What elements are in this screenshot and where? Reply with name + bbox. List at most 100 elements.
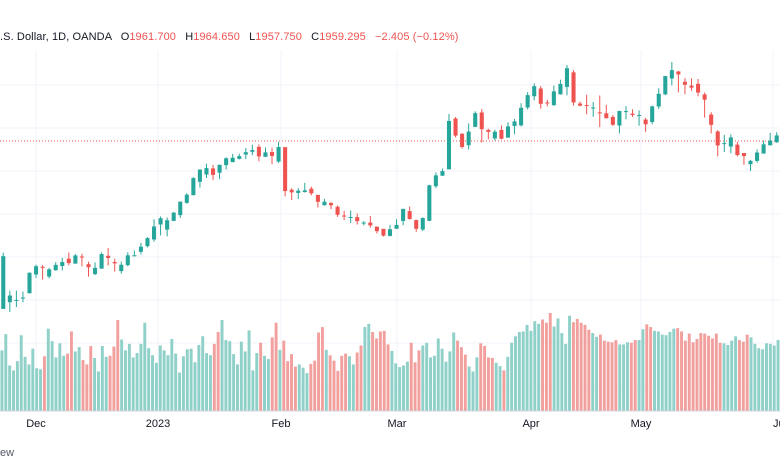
volume-bar: [552, 326, 556, 411]
volume-bar: [355, 352, 359, 411]
candle-body: [604, 113, 609, 119]
candle: [525, 92, 530, 110]
candle-body: [256, 146, 261, 157]
volume-bar: [718, 342, 722, 411]
candle: [460, 133, 465, 149]
candle: [512, 118, 517, 135]
volume-bar: [753, 343, 757, 411]
candle-body: [14, 299, 19, 301]
candle-body: [328, 202, 334, 206]
candle-body: [768, 140, 773, 146]
candle-body: [93, 267, 98, 275]
volume-bar: [525, 324, 529, 411]
volume-bar: [236, 364, 239, 411]
volume-bar: [31, 348, 35, 411]
candle: [610, 114, 615, 126]
candle: [165, 217, 170, 237]
time-axis-tick-label: Dec: [26, 418, 46, 430]
volume-bar: [490, 357, 494, 411]
volume-bar: [19, 335, 23, 411]
volume-bar: [579, 322, 583, 411]
volume-bar: [660, 334, 664, 411]
volume-bar: [494, 362, 498, 411]
candle: [755, 149, 760, 163]
volume-bar: [745, 334, 749, 411]
volume-bar: [564, 343, 568, 411]
candle-body: [53, 264, 58, 271]
candle: [289, 188, 294, 201]
candle-body: [276, 147, 281, 162]
volume-bar: [413, 362, 417, 411]
volume-bar: [363, 327, 367, 411]
volume-bars: [0, 313, 780, 411]
volume-bar: [479, 343, 483, 411]
candle: [696, 78, 701, 97]
volume-bar: [687, 333, 691, 411]
candle: [204, 163, 209, 178]
volume-bar: [174, 353, 178, 411]
candle: [663, 75, 668, 96]
candle: [93, 262, 98, 276]
volume-bar: [286, 361, 290, 411]
volume-bar: [205, 353, 209, 411]
candle: [545, 99, 550, 107]
candle: [361, 221, 366, 226]
volume-bar: [699, 333, 703, 411]
candle-body: [368, 222, 373, 226]
volume-bar: [135, 353, 139, 411]
candle: [479, 109, 484, 143]
volume-bar: [66, 353, 70, 411]
candle: [309, 186, 314, 196]
candle: [1, 252, 6, 309]
candle: [427, 184, 432, 222]
candle-body: [597, 112, 602, 114]
candle: [558, 79, 563, 95]
candle-body: [138, 246, 143, 252]
volume-bar: [390, 350, 394, 411]
volume-bar: [317, 332, 321, 411]
candle-body: [584, 104, 589, 106]
candle: [237, 153, 242, 160]
candle: [446, 114, 452, 170]
candle: [401, 208, 406, 226]
volume-bar: [124, 350, 127, 411]
candle-body: [571, 72, 576, 103]
volume-bar: [259, 342, 263, 411]
volume-bar: [448, 351, 452, 411]
volume-bar: [537, 323, 541, 411]
candle: [584, 94, 589, 115]
volume-bar: [421, 345, 425, 411]
volume-bar: [120, 339, 124, 411]
candle: [119, 261, 124, 274]
volume-bar: [571, 322, 575, 411]
volume-bar: [560, 333, 564, 411]
volume-bar: [757, 348, 761, 411]
volume-bar: [548, 313, 552, 411]
candle: [604, 104, 609, 119]
volume-bar: [73, 351, 77, 411]
volume-bar: [23, 356, 27, 411]
volume-bar: [425, 342, 429, 411]
volume-bar: [653, 330, 656, 411]
candle-body: [132, 255, 137, 257]
candle: [768, 132, 773, 146]
volume-bar: [533, 321, 537, 411]
volume-bar: [664, 335, 668, 411]
volume-bar: [668, 331, 672, 411]
volume-bar: [15, 361, 19, 411]
volume-bar: [440, 348, 444, 411]
candle: [335, 205, 340, 217]
volume-bar: [251, 370, 255, 411]
volume-bar: [629, 342, 633, 411]
candle: [630, 109, 635, 117]
candle-body: [492, 131, 497, 139]
volume-bar: [247, 330, 251, 411]
candle-body: [309, 188, 314, 194]
volume-bar: [676, 328, 680, 411]
candle: [702, 92, 707, 118]
volume-bar: [8, 365, 12, 411]
candle: [571, 70, 576, 106]
candle-body: [73, 255, 78, 264]
candle: [650, 105, 655, 125]
